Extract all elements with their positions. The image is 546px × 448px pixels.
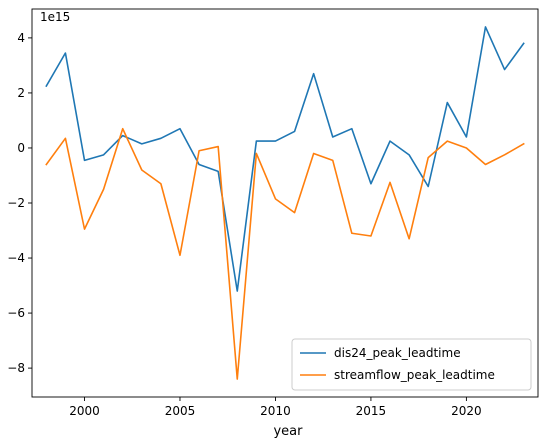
legend: dis24_peak_leadtime streamflow_peak_leadt… bbox=[291, 338, 532, 391]
x-tick-label: 2010 bbox=[260, 404, 291, 418]
y-tick-label: 0 bbox=[17, 141, 25, 155]
x-tick-label: 2000 bbox=[69, 404, 100, 418]
x-tick-label: 2005 bbox=[165, 404, 196, 418]
legend-label: dis24_peak_leadtime bbox=[334, 346, 461, 360]
y-tick-label: −4 bbox=[7, 251, 25, 265]
y-scale-offset-label: 1e15 bbox=[40, 10, 70, 24]
y-tick-label: 4 bbox=[17, 31, 25, 45]
x-tick-label: 2020 bbox=[451, 404, 482, 418]
y-tick-label: 2 bbox=[17, 86, 25, 100]
y-tick-label: −8 bbox=[7, 361, 25, 375]
plot-area bbox=[45, 26, 525, 380]
x-tick-label: 2015 bbox=[356, 404, 387, 418]
legend-label: streamflow_peak_leadtime bbox=[334, 368, 495, 382]
y-tick-label: −2 bbox=[7, 196, 25, 210]
x-axis-label: year bbox=[273, 424, 303, 439]
series-line-2 bbox=[45, 127, 525, 380]
y-tick-label: −6 bbox=[7, 306, 25, 320]
axes: 2000 2005 2010 2015 2020 4 2 0 −2 −4 −6 −8 bbox=[7, 8, 539, 418]
legend-box bbox=[291, 338, 532, 391]
